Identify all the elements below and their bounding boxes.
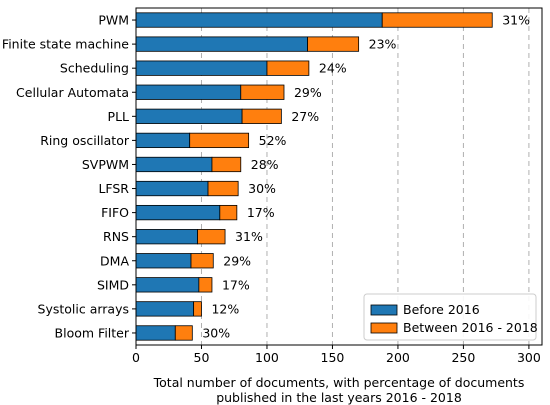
x-tick-label: 100 — [255, 350, 279, 365]
bar-before-2016 — [135, 325, 176, 341]
percent-label: 29% — [294, 85, 322, 100]
legend-swatch-before-2016 — [370, 304, 398, 316]
bar-before-2016 — [135, 60, 268, 76]
x-tick-label: 0 — [132, 350, 140, 365]
category-label: Systolic arrays — [38, 301, 129, 316]
percent-label: 17% — [247, 205, 275, 220]
category-label: FIFO — [101, 205, 129, 220]
x-axis-title-line-1: Total number of documents, with percenta… — [153, 375, 525, 390]
percent-labels: 31% 23% 24% 29% 27% 52% 28% 30% 17% 31% 29% 17% 12% 3… — [202, 13, 530, 341]
x-tick-label: 250 — [451, 350, 475, 365]
category-label: SVPWM — [82, 157, 129, 172]
bar-before-2016 — [135, 156, 213, 173]
category-label: RNS — [103, 229, 129, 244]
bar-between-2016-2018 — [174, 325, 193, 341]
percent-label: 23% — [369, 37, 397, 52]
category-label: Bloom Filter — [55, 325, 130, 340]
category-label: Cellular Automata — [16, 85, 129, 100]
bar-between-2016-2018 — [190, 253, 214, 269]
category-labels: PWM Finite state machine Scheduling Cellula… — [2, 13, 136, 340]
legend: Before 2016 Between 2016 - 2018 — [363, 293, 538, 341]
bar-before-2016 — [135, 229, 198, 245]
bar-between-2016-2018 — [307, 36, 360, 52]
bar-before-2016 — [135, 84, 242, 100]
category-label: Scheduling — [60, 61, 129, 76]
bar-between-2016-2018 — [240, 84, 285, 100]
percent-label: 24% — [319, 61, 347, 76]
legend-label-between-2016-2018: Between 2016 - 2018 — [403, 320, 538, 335]
x-tick-label: 50 — [194, 350, 210, 365]
percent-label: 30% — [202, 325, 230, 340]
percent-label: 30% — [248, 181, 276, 196]
bar-before-2016 — [135, 180, 209, 197]
bar-before-2016 — [135, 253, 192, 269]
category-label: LFSR — [98, 181, 129, 196]
percent-label: 27% — [291, 109, 319, 124]
bar-before-2016 — [135, 301, 195, 317]
legend-swatch-between-2016-2018 — [370, 322, 398, 334]
bar-before-2016 — [135, 132, 191, 149]
x-axis-title: Total number of documents, with percenta… — [153, 375, 525, 405]
bar-before-2016 — [135, 36, 308, 52]
bar-between-2016-2018 — [198, 277, 213, 293]
percent-label: 31% — [235, 229, 263, 244]
category-label: PWM — [98, 13, 129, 28]
bar-between-2016-2018 — [219, 204, 238, 221]
bar-before-2016 — [135, 204, 221, 221]
x-axis: 0 50 100 150 200 250 300 — [132, 345, 541, 365]
bar-between-2016-2018 — [211, 156, 242, 173]
percent-label: 52% — [259, 133, 287, 148]
percent-label: 28% — [251, 157, 279, 172]
category-label: PLL — [108, 109, 130, 124]
percent-label: 31% — [502, 13, 530, 28]
bar-between-2016-2018 — [241, 108, 282, 124]
category-label: Ring oscillator — [40, 133, 130, 148]
bars — [135, 12, 493, 341]
bar-before-2016 — [135, 12, 383, 28]
percent-label: 12% — [211, 301, 239, 316]
category-label: DMA — [100, 253, 129, 268]
x-tick-label: 200 — [386, 350, 410, 365]
bar-between-2016-2018 — [197, 229, 226, 245]
x-tick-label: 150 — [321, 350, 345, 365]
bar-between-2016-2018 — [193, 301, 202, 317]
bar-between-2016-2018 — [207, 180, 239, 197]
bar-before-2016 — [135, 277, 200, 293]
category-label: Finite state machine — [2, 37, 129, 52]
legend-box — [363, 293, 537, 341]
percent-label: 17% — [222, 277, 250, 292]
bar-between-2016-2018 — [381, 12, 493, 28]
percent-label: 29% — [223, 253, 251, 268]
plot-frame — [135, 7, 543, 346]
x-tick-label: 300 — [517, 350, 541, 365]
bar-before-2016 — [135, 108, 243, 124]
bar-between-2016-2018 — [266, 60, 310, 76]
category-label: SIMD — [97, 277, 129, 292]
x-axis-title-line-2: published in the last years 2016 - 2018 — [216, 390, 462, 405]
bar-between-2016-2018 — [189, 132, 250, 149]
legend-label-before-2016: Before 2016 — [403, 302, 480, 317]
